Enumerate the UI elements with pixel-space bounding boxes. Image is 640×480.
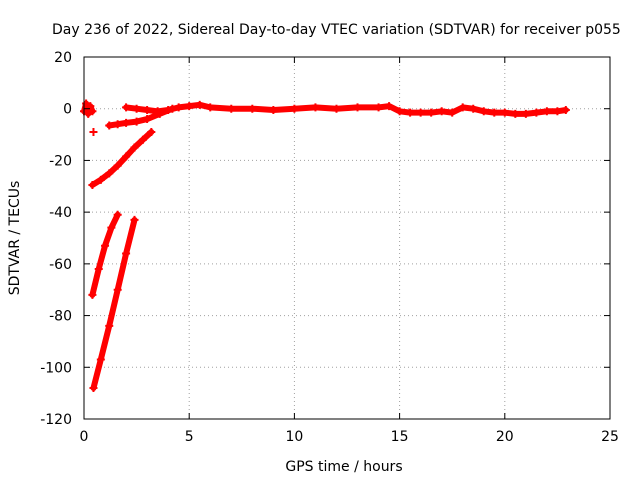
data-point xyxy=(130,143,139,152)
data-point xyxy=(113,161,122,170)
data-point xyxy=(113,120,122,129)
x-tick-label: 25 xyxy=(601,429,619,445)
data-point xyxy=(168,104,177,113)
data-point xyxy=(122,152,131,161)
data-point xyxy=(469,104,478,113)
plot-frame xyxy=(83,56,611,420)
data-point xyxy=(385,102,394,111)
data-point xyxy=(130,215,139,224)
data-point xyxy=(437,107,446,116)
data-point xyxy=(406,108,415,117)
data-point xyxy=(105,169,114,178)
y-tick-label: -20 xyxy=(49,153,72,169)
data-point xyxy=(195,100,204,109)
data-point xyxy=(174,103,183,112)
data-point xyxy=(86,102,95,111)
data-point xyxy=(332,104,341,113)
data-point xyxy=(155,109,164,118)
data-point xyxy=(113,285,122,294)
data-point xyxy=(105,321,114,330)
data-point xyxy=(122,249,131,258)
segment-point xyxy=(89,127,98,136)
data-point xyxy=(353,103,362,112)
data-point xyxy=(122,103,131,112)
data-point xyxy=(185,102,194,111)
data-point xyxy=(311,103,320,112)
data-point xyxy=(147,127,156,136)
data-point xyxy=(143,115,152,124)
data-point xyxy=(206,103,215,112)
data-point xyxy=(269,106,278,115)
data-point xyxy=(84,109,93,118)
data-point xyxy=(427,108,436,117)
data-point xyxy=(122,118,131,127)
data-point xyxy=(416,108,425,117)
data-point xyxy=(96,175,105,184)
x-tick-label: 20 xyxy=(496,429,514,445)
series-trace xyxy=(89,129,155,188)
x-axis-label: GPS time / hours xyxy=(285,459,402,475)
data-point xyxy=(374,103,383,112)
data-point xyxy=(132,117,141,126)
data-point xyxy=(248,104,257,113)
axis-ticks: 0 5 10 15 20 25 -120 -100 -80 -60 -40 -20 0 20 xyxy=(40,50,619,445)
x-tick-label: 10 xyxy=(285,429,303,445)
data-point xyxy=(88,290,97,299)
data-point xyxy=(542,107,551,116)
data-point xyxy=(458,103,467,112)
data-point xyxy=(88,180,97,189)
data-point xyxy=(490,108,499,117)
y-axis-label: SDTVAR / TECUs xyxy=(7,181,23,296)
y-tick-label: -40 xyxy=(49,205,72,221)
data-point xyxy=(94,265,103,274)
data-point xyxy=(532,108,541,117)
segment-rise-a xyxy=(105,104,177,130)
y-tick-label: -60 xyxy=(49,257,72,273)
data-point xyxy=(107,223,116,232)
segment-main xyxy=(122,100,570,118)
data-point xyxy=(500,108,509,117)
data-point xyxy=(132,104,141,113)
data-point xyxy=(89,127,98,136)
data-point xyxy=(143,106,152,115)
data-point xyxy=(89,383,98,392)
y-tick-label: -80 xyxy=(49,309,72,325)
data-point xyxy=(511,109,520,118)
data-point xyxy=(101,241,110,250)
x-tick-label: 15 xyxy=(391,429,409,445)
data-point xyxy=(113,210,122,219)
segment-rise-b xyxy=(88,127,156,189)
x-tick-label: 0 xyxy=(80,429,89,445)
y-tick-label: -120 xyxy=(40,412,72,428)
data-point xyxy=(82,99,91,108)
data-layer xyxy=(80,99,570,392)
y-tick-label: -100 xyxy=(40,360,72,376)
data-point xyxy=(521,109,530,118)
data-point xyxy=(561,106,570,115)
grid-lines xyxy=(84,57,610,419)
data-point xyxy=(96,355,105,364)
data-point xyxy=(479,107,488,116)
data-point xyxy=(448,108,457,117)
y-tick-label: 20 xyxy=(54,50,72,66)
y-tick-label: 0 xyxy=(63,102,72,118)
data-point xyxy=(227,104,236,113)
data-point xyxy=(395,107,404,116)
x-tick-label: 5 xyxy=(185,429,194,445)
data-point xyxy=(290,104,299,113)
chart-title: Day 236 of 2022, Sidereal Day-to-day VTE… xyxy=(52,22,621,38)
series-trace xyxy=(90,216,138,391)
data-point xyxy=(105,121,114,130)
segment-rise-d xyxy=(89,215,139,392)
data-point xyxy=(138,135,147,144)
segment-rise-c xyxy=(88,210,122,299)
segment-start xyxy=(80,99,97,118)
data-point xyxy=(553,107,562,116)
data-point xyxy=(88,107,97,116)
